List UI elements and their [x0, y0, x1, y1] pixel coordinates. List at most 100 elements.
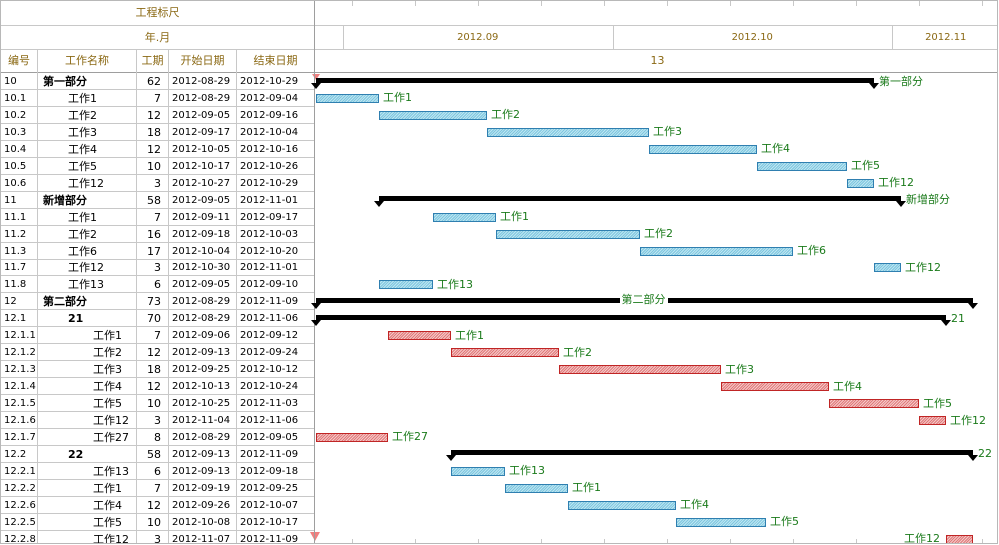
table-row[interactable]: 11.2 工作2 16 2012-09-18 2012-10-03: [1, 226, 314, 243]
task-end-date: 2012-11-06: [240, 415, 299, 426]
critical-task-bar[interactable]: [316, 432, 388, 442]
task-bar[interactable]: [505, 483, 568, 493]
task-end-date: 2012-09-25: [240, 482, 299, 494]
task-bar[interactable]: [451, 466, 505, 476]
table-row[interactable]: 12.2.1 工作13 6 2012-09-13 2012-09-18: [1, 463, 314, 480]
task-id: 11.7: [4, 262, 27, 274]
column-header-id[interactable]: 编号: [8, 54, 30, 67]
critical-task-bar[interactable]: [388, 331, 451, 341]
summary-bar[interactable]: [379, 196, 901, 202]
table-row[interactable]: 12 第二部分 73 2012-08-29 2012-11-09: [1, 293, 314, 311]
table-row[interactable]: 10.5 工作5 10 2012-10-17 2012-10-26: [1, 158, 314, 175]
task-start-date: 2012-08-29: [172, 296, 231, 308]
table-row[interactable]: 12.1.7 工作27 8 2012-08-29 2012-09-05: [1, 429, 314, 446]
table-row[interactable]: 10.1 工作1 7 2012-08-29 2012-09-04: [1, 90, 314, 107]
task-start-date: 2012-10-05: [172, 143, 231, 155]
divider: [315, 25, 997, 26]
task-name: 第二部分: [43, 295, 87, 309]
bar-label: 21: [951, 311, 965, 325]
critical-task-bar[interactable]: [829, 399, 919, 409]
task-bar[interactable]: [316, 93, 379, 103]
column-header-name[interactable]: 工作名称: [65, 54, 109, 67]
task-end-date: 2012-11-01: [240, 194, 299, 206]
column-header-start[interactable]: 开始日期: [180, 54, 225, 67]
task-name: 工作2: [68, 227, 97, 241]
table-row[interactable]: 12.2 22 58 2012-09-13 2012-11-09: [1, 446, 314, 463]
task-bar[interactable]: [496, 229, 640, 239]
critical-task-bar[interactable]: [946, 534, 973, 543]
task-end-date: 2012-11-03: [240, 398, 299, 410]
task-end-date: 2012-09-10: [240, 279, 299, 291]
critical-task-bar[interactable]: [919, 416, 946, 425]
table-row[interactable]: 12.2.2 工作1 7 2012-09-19 2012-09-25: [1, 480, 314, 497]
task-duration: 10: [147, 159, 161, 173]
row-divider: [1, 529, 314, 531]
task-bar[interactable]: [649, 144, 757, 154]
bar-label: 22: [978, 447, 992, 461]
task-bar[interactable]: [379, 110, 487, 120]
task-end-date: 2012-10-12: [240, 364, 299, 376]
table-row[interactable]: 12.1.5 工作5 10 2012-10-25 2012-11-03: [1, 395, 314, 413]
task-id: 11.2: [4, 228, 27, 240]
table-row[interactable]: 12.1.2 工作2 12 2012-09-13 2012-09-24: [1, 344, 314, 362]
bar-label: 新增部分: [906, 193, 950, 207]
column-divider: [236, 50, 237, 543]
table-row[interactable]: 11.7 工作12 3 2012-10-30 2012-11-01: [1, 259, 314, 277]
table-row[interactable]: 10.6 工作12 3 2012-10-27 2012-10-29: [1, 175, 314, 192]
task-bar[interactable]: [757, 161, 847, 171]
column-divider: [168, 50, 169, 543]
summary-bar[interactable]: [316, 314, 946, 320]
table-row[interactable]: 12.2.5 工作5 10 2012-10-08 2012-10-17: [1, 514, 314, 531]
task-duration: 3: [154, 176, 161, 190]
task-bar[interactable]: [874, 263, 901, 273]
table-row[interactable]: 12.1.1 工作1 7 2012-09-06 2012-09-12: [1, 327, 314, 345]
bar-label: 工作4: [680, 498, 709, 512]
table-row[interactable]: 10 第一部分 62 2012-08-29 2012-10-29: [1, 73, 314, 90]
summary-bar[interactable]: [316, 77, 874, 83]
table-row[interactable]: 10.3 工作3 18 2012-09-17 2012-10-04: [1, 124, 314, 141]
critical-task-bar[interactable]: [451, 348, 559, 358]
task-bar[interactable]: [568, 500, 676, 510]
critical-task-bar[interactable]: [721, 382, 829, 392]
critical-task-bar[interactable]: [559, 365, 721, 375]
task-id: 10.3: [4, 126, 27, 138]
task-bar[interactable]: [676, 517, 766, 527]
row-divider: [1, 394, 314, 396]
task-duration: 73: [147, 295, 161, 309]
table-row[interactable]: 11.8 工作13 6 2012-09-05 2012-09-10: [1, 276, 314, 294]
summary-end-icon: [446, 455, 456, 462]
task-name: 工作6: [68, 244, 97, 258]
task-bar[interactable]: [847, 178, 874, 188]
task-name: 工作12: [68, 176, 104, 190]
task-bar[interactable]: [433, 212, 496, 222]
summary-end-icon: [311, 82, 321, 89]
ruler-tick: [982, 539, 983, 543]
task-duration: 58: [147, 447, 161, 461]
table-row[interactable]: 11.3 工作6 17 2012-10-04 2012-10-20: [1, 243, 314, 260]
task-duration: 8: [154, 430, 161, 444]
bar-label: 工作3: [653, 125, 682, 139]
task-end-date: 2012-11-09: [240, 448, 299, 460]
ruler-title: 工程标尺: [135, 6, 180, 19]
table-row[interactable]: 12.2.8 工作12 3 2012-11-07 2012-11-09: [1, 531, 314, 543]
table-row[interactable]: 12.1.3 工作3 18 2012-09-25 2012-10-12: [1, 361, 314, 379]
task-bar[interactable]: [640, 246, 793, 256]
table-row[interactable]: 12.1.6 工作12 3 2012-11-04 2012-11-06: [1, 412, 314, 429]
table-row[interactable]: 11.1 工作1 7 2012-09-11 2012-09-17: [1, 209, 314, 226]
column-header-duration[interactable]: 工期: [141, 54, 164, 67]
task-duration: 17: [147, 244, 161, 258]
task-bar[interactable]: [379, 280, 433, 290]
row-divider: [1, 428, 314, 429]
table-row[interactable]: 10.2 工作2 12 2012-09-05 2012-09-16: [1, 107, 314, 124]
task-bar[interactable]: [487, 127, 649, 137]
bar-label: 工作4: [761, 142, 790, 156]
table-row[interactable]: 12.2.6 工作4 12 2012-09-26 2012-10-07: [1, 497, 314, 514]
column-header-end[interactable]: 结束日期: [253, 54, 298, 67]
table-row[interactable]: 12.1 21 70 2012-08-29 2012-11-06: [1, 310, 314, 328]
ruler-tick: [793, 1, 794, 6]
summary-bar[interactable]: [451, 450, 973, 456]
table-row[interactable]: 12.1.4 工作4 12 2012-10-13 2012-10-24: [1, 378, 314, 396]
table-row[interactable]: 11 新增部分 58 2012-09-05 2012-11-01: [1, 192, 314, 209]
task-duration: 62: [147, 75, 161, 88]
table-row[interactable]: 10.4 工作4 12 2012-10-05 2012-10-16: [1, 141, 314, 158]
